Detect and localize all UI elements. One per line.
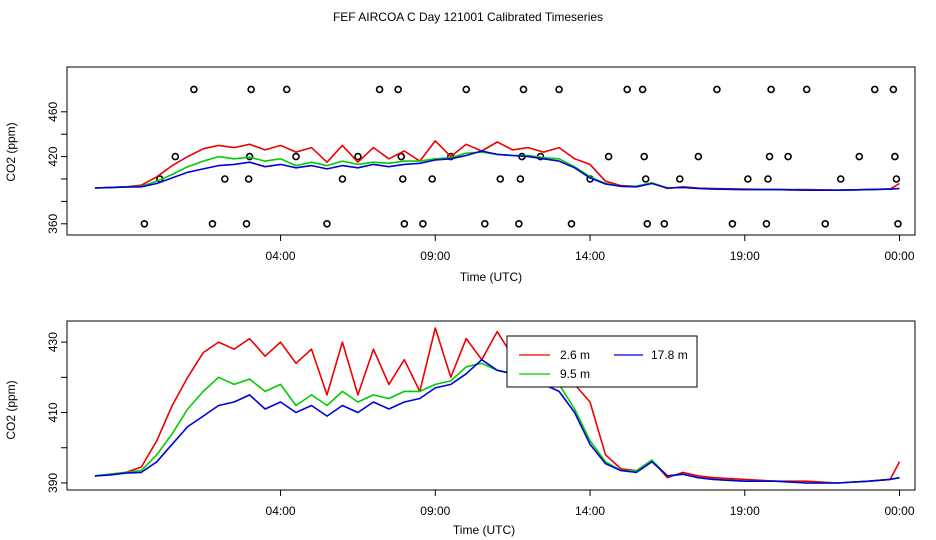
calibration-point [641, 175, 650, 183]
bottom-y-axis: 390 410 430 [46, 332, 67, 493]
top-plot-frame [66, 66, 916, 236]
bottom-y-tick-label: 430 [46, 332, 60, 352]
calibration-point [245, 152, 254, 161]
top-series-lines [94, 140, 900, 191]
bottom-x-tick-label: 09:00 [420, 504, 450, 518]
calibration-point [675, 175, 684, 183]
calibration-point [784, 152, 792, 161]
calibration-point [821, 220, 830, 228]
bottom-plot-frame [66, 320, 916, 491]
calibration-point [728, 220, 737, 228]
calibration-point [836, 175, 845, 183]
legend: 2.6 m 9.5 m 17.8 m [506, 335, 698, 388]
calibration-point [660, 220, 669, 228]
calibration-point [247, 85, 255, 94]
bottom-x-axis-label: Time (UTC) [453, 523, 515, 537]
calibration-point [894, 220, 902, 228]
top-y-tick-label: 460 [46, 101, 60, 121]
calibration-point [516, 175, 525, 183]
calibration-point [190, 85, 198, 94]
legend-box [506, 335, 698, 388]
bottom-y-tick-label: 410 [46, 402, 60, 422]
calibration-point [354, 152, 362, 161]
calibration-point [638, 85, 647, 94]
top-x-tick-label: 14:00 [575, 249, 605, 263]
calibration-point [244, 175, 253, 183]
calibration-point [555, 85, 563, 94]
legend-label-17-8m: 17.8 m [651, 348, 688, 362]
calibration-point [892, 175, 901, 183]
calibration-point [221, 175, 229, 183]
bottom-x-tick-label: 14:00 [575, 504, 605, 518]
calibration-point [323, 220, 331, 228]
calibration-point [515, 220, 523, 228]
calibration-point [481, 220, 489, 228]
top-y-tick-label: 360 [46, 213, 60, 233]
top-panel: 360 420 460 04:00 09:00 14:00 19:00 00:00 Time… [4, 66, 916, 284]
calibration-point [713, 85, 721, 94]
calibration-point [496, 175, 505, 183]
calibration-point [767, 85, 775, 94]
top-calibration-points [140, 85, 902, 228]
bottom-y-tick-label: 390 [46, 473, 60, 493]
bottom-series-line-17-8-m [94, 358, 900, 484]
calibration-point [394, 85, 402, 94]
calibration-point [891, 152, 899, 161]
top-x-tick-label: 00:00 [885, 249, 915, 263]
calibration-point [428, 175, 436, 183]
calibration-point [397, 152, 406, 161]
top-x-axis-label: Time (UTC) [460, 270, 522, 284]
calibration-point [802, 85, 811, 94]
top-y-tick-label: 420 [46, 146, 60, 166]
figure-title: FEF AIRCOA C Day 121001 Calibrated Times… [333, 10, 603, 24]
calibration-point [623, 85, 631, 94]
calibration-point [171, 152, 180, 161]
top-x-axis: 04:00 09:00 14:00 19:00 00:00 [266, 235, 915, 263]
calibration-point [375, 85, 384, 94]
calibration-point [764, 175, 772, 183]
calibration-point [744, 175, 752, 183]
legend-label-2-6m: 2.6 m [560, 348, 590, 362]
top-series-line-9-5-m [94, 151, 900, 191]
top-x-tick-label: 19:00 [730, 249, 760, 263]
bottom-x-axis: 04:00 09:00 14:00 19:00 00:00 [266, 490, 915, 518]
calibration-point [765, 152, 774, 161]
legend-label-9-5m: 9.5 m [560, 367, 590, 381]
top-series-line-17-8-m [94, 150, 900, 191]
bottom-series-line-9-5-m [94, 362, 900, 484]
top-x-tick-label: 04:00 [266, 249, 296, 263]
calibration-point [519, 85, 528, 94]
calibration-point [462, 85, 471, 94]
calibration-point [567, 220, 576, 228]
bottom-y-axis-label: CO2 (ppm) [4, 380, 18, 439]
calibration-point [208, 220, 217, 228]
calibration-point [282, 85, 291, 94]
calibration-point [870, 85, 879, 94]
calibration-point [640, 152, 648, 161]
calibration-point [762, 220, 771, 228]
top-x-tick-label: 09:00 [420, 249, 450, 263]
bottom-x-tick-label: 00:00 [885, 504, 915, 518]
bottom-series-lines [94, 327, 901, 484]
calibration-point [292, 152, 300, 161]
calibration-point [398, 175, 407, 183]
bottom-panel: 390 410 430 04:00 09:00 14:00 19:00 00:00 Time… [4, 320, 916, 537]
bottom-x-tick-label: 04:00 [266, 504, 296, 518]
bottom-x-tick-label: 19:00 [730, 504, 760, 518]
top-y-axis-label: CO2 (ppm) [4, 122, 18, 181]
calibration-point [242, 220, 251, 228]
calibration-point [855, 152, 864, 161]
calibration-point [694, 152, 703, 161]
bottom-series-line-2-6-m [94, 327, 901, 484]
calibration-point [400, 220, 409, 228]
calibration-point [140, 220, 149, 228]
calibration-point [604, 152, 613, 161]
calibration-point [338, 175, 347, 183]
calibration-point [419, 220, 427, 228]
calibration-point [889, 85, 898, 94]
top-y-axis: 360 420 460 [46, 101, 67, 234]
calibration-point [643, 220, 652, 228]
